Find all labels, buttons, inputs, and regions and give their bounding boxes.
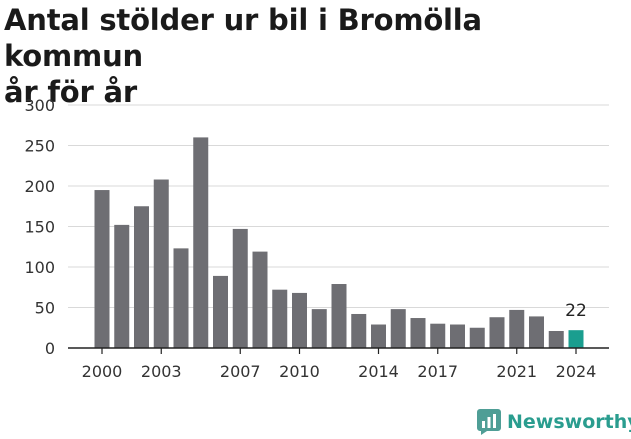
bar-2013 [351,313,367,348]
newsworthy-logo: Newsworthy [477,409,631,435]
bar-2011 [311,309,327,348]
bar-2009 [272,289,288,348]
bar-2010 [292,292,307,348]
x-axis: 2000 2003 2007 2010 2014 2017 2021 2024 [68,347,609,381]
y-tick-label: 150 [24,218,55,237]
x-tick-label: 2010 [279,362,320,381]
value-label-2024: 22 [565,301,587,321]
chart-title-line2: år för år [4,75,137,109]
bar-2003 [153,179,169,348]
x-tick-label: 2024 [556,362,597,381]
bar-2017 [430,323,446,348]
bar-2005 [193,137,209,348]
bar-2018 [450,324,465,348]
y-axis-labels: 0 50 100 150 200 250 300 [24,96,55,358]
x-tick-label: 2021 [496,362,537,381]
chart-title-line1: Antal stölder ur bil i Bromölla kommun [4,3,482,73]
x-tick-label: 2003 [141,362,182,381]
y-tick-label: 0 [45,339,55,358]
bars [94,137,584,348]
x-tick-label: 2017 [417,362,458,381]
bar-2002 [134,206,149,348]
bar-2007 [232,228,248,348]
bar-2019 [469,327,485,348]
y-tick-label: 200 [24,177,55,196]
bar-2000 [94,190,110,348]
bar-2008 [252,251,268,348]
x-tick-label: 2014 [358,362,399,381]
bar-2004 [173,248,189,348]
grid-lines [68,104,609,308]
bar-2020 [489,317,505,348]
x-tick-label: 2000 [82,362,123,381]
y-tick-label: 250 [24,137,55,156]
bar-2015 [390,309,406,348]
y-tick-label: 50 [35,299,55,318]
bar-2012 [331,284,347,348]
bar-2021 [509,309,525,348]
bar-2016 [410,318,426,348]
newsworthy-logo-text: Newsworthy [507,411,631,433]
bar-2023 [548,330,564,348]
bar-2014 [371,324,386,348]
y-tick-label: 300 [24,96,55,115]
annotations: 22 [565,301,587,321]
bar-2022 [529,316,544,348]
chart-title: Antal stölder ur bil i Bromölla kommun å… [4,2,624,110]
newsworthy-logo-icon [477,409,501,435]
x-tick-label: 2007 [220,362,261,381]
bar-2006 [213,275,228,348]
y-tick-label: 100 [24,258,55,277]
bar-2001 [114,224,130,348]
bar-2024 [568,330,584,348]
